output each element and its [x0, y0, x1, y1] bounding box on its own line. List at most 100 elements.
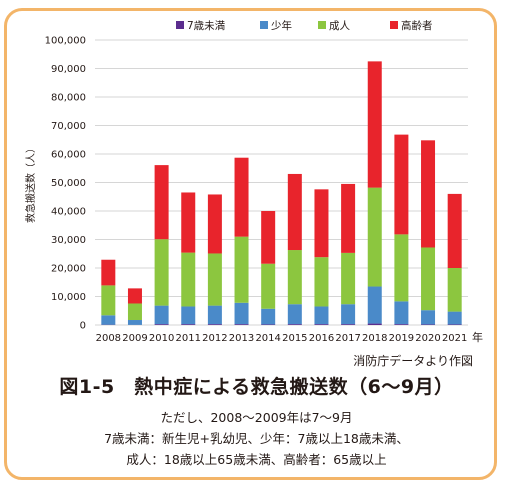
- bar-segment: [447, 268, 462, 312]
- x-axis-unit: 年: [472, 330, 483, 344]
- y-tick-label: 80,000: [51, 93, 86, 104]
- bar-segment: [181, 252, 196, 307]
- bar-segment: [367, 61, 382, 188]
- bar-segment: [261, 324, 276, 325]
- y-tick-label: 10,000: [51, 292, 86, 303]
- y-tick-label: 0: [80, 321, 86, 332]
- x-tick-label: 2017: [335, 333, 360, 344]
- bar-segment: [101, 259, 116, 286]
- note-line: ただし、2008〜2009年は7〜9月: [160, 410, 353, 425]
- y-tick-label: 50,000: [51, 178, 86, 189]
- x-tick-label: 2008: [96, 333, 121, 344]
- figure-frame: [4, 8, 497, 480]
- x-tick-label: 2018: [362, 333, 387, 344]
- legend-swatch: [390, 21, 398, 29]
- bar-segment: [367, 323, 382, 325]
- bar-segment: [314, 189, 329, 258]
- bar-segment: [234, 324, 249, 325]
- y-axis-label: 救急搬送数（人）: [24, 143, 37, 223]
- bar-segment: [287, 304, 302, 325]
- bar-segment: [181, 306, 196, 325]
- bar-segment: [154, 239, 169, 306]
- x-tick-label: 2021: [442, 333, 467, 344]
- bar-segment: [367, 187, 382, 287]
- bar-segment: [287, 250, 302, 305]
- x-tick-label: 2014: [255, 333, 280, 344]
- bar-segment: [341, 252, 356, 305]
- bar-segment: [421, 324, 436, 325]
- bar-segment: [287, 173, 302, 251]
- bar-segment: [421, 140, 436, 248]
- bar-segment: [394, 324, 409, 325]
- y-tick-label: 20,000: [51, 264, 86, 275]
- bar-segment: [207, 253, 222, 306]
- legend-label: 少年: [271, 19, 292, 32]
- bar-segment: [234, 157, 249, 237]
- bar-segment: [394, 234, 409, 302]
- bar-segment: [314, 257, 329, 307]
- bar-segment: [421, 247, 436, 311]
- x-tick-label: 2016: [309, 333, 334, 344]
- bar-segment: [261, 211, 276, 264]
- x-tick-label: 2011: [176, 333, 201, 344]
- bars: [101, 61, 462, 325]
- x-tick-label: 2012: [202, 333, 227, 344]
- bar-segment: [421, 310, 436, 325]
- y-tick-labels: 0 10,000 20,000 30,000 40,000 50,000 60,000 70,…: [45, 36, 86, 332]
- bar-segment: [314, 306, 329, 325]
- source-note: 消防庁データより作図: [353, 354, 473, 368]
- bar-segment: [261, 308, 276, 325]
- bar-segment: [127, 320, 142, 325]
- bar-segment: [207, 324, 222, 325]
- y-tick-label: 70,000: [51, 121, 86, 132]
- bar-segment: [207, 194, 222, 254]
- x-tick-label: 2013: [229, 333, 254, 344]
- bar-segment: [181, 324, 196, 325]
- legend-swatch: [318, 21, 326, 29]
- x-tick-label: 2010: [149, 333, 174, 344]
- bar-segment: [234, 236, 249, 303]
- legend-label: 7歳未満: [187, 20, 226, 32]
- note-line: 成人：18歳以上65歳未満、高齢者：65歳以上: [126, 452, 387, 467]
- legend-swatch: [260, 21, 268, 29]
- bar-segment: [341, 324, 356, 325]
- x-tick-label: 2015: [282, 333, 307, 344]
- bar-segment: [154, 165, 169, 240]
- legend-swatch: [176, 21, 184, 29]
- x-tick-labels: 2008 2009 2010 2011 2012 2013 2014 2015 2016 2017…: [96, 333, 468, 344]
- x-tick-label: 2019: [389, 333, 414, 344]
- bar-segment: [287, 324, 302, 325]
- bar-segment: [207, 305, 222, 325]
- bar-segment: [341, 183, 356, 253]
- bar-segment: [447, 324, 462, 325]
- y-tick-label: 40,000: [51, 207, 86, 218]
- x-tick-label: 2009: [122, 333, 147, 344]
- figure-title: 図1-5 熱中症による救急搬送数（6〜9月）: [59, 376, 454, 398]
- legend-label: 成人: [329, 20, 350, 32]
- gridlines: [95, 39, 468, 326]
- bar-segment: [367, 286, 382, 324]
- bar-segment: [234, 302, 249, 325]
- y-tick-label: 30,000: [51, 235, 86, 246]
- bar-segment: [127, 288, 142, 304]
- y-tick-label: 60,000: [51, 150, 86, 161]
- bar-segment: [101, 315, 116, 325]
- bar-segment: [101, 285, 116, 316]
- bar-segment: [154, 305, 169, 325]
- legend-label: 高齢者: [401, 19, 433, 32]
- bar-segment: [341, 304, 356, 325]
- bar-segment: [181, 192, 196, 253]
- bar-segment: [314, 324, 329, 325]
- stacked-bar-chart: 0 10,000 20,000 30,000 40,000 50,000 60,000 70,…: [24, 19, 483, 344]
- y-tick-label: 90,000: [51, 64, 86, 75]
- legend: 7歳未満 少年 成人 高齢者: [176, 19, 433, 32]
- bar-segment: [127, 303, 142, 321]
- bar-segment: [394, 134, 409, 235]
- x-tick-label: 2020: [415, 333, 440, 344]
- bar-segment: [447, 311, 462, 325]
- y-tick-label: 100,000: [45, 36, 86, 47]
- bar-segment: [447, 193, 462, 268]
- bar-segment: [154, 324, 169, 325]
- bar-segment: [261, 263, 276, 309]
- note-line: 7歳未満：新生児+乳幼児、少年：7歳以上18歳未満、: [104, 431, 409, 446]
